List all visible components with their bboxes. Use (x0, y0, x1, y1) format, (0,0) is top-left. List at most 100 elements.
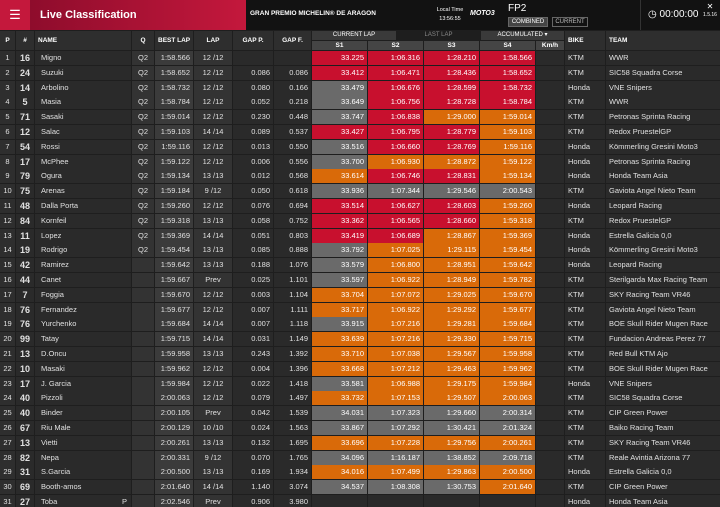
column-header-s1[interactable]: S1 (312, 41, 367, 50)
cell-bike: KTM (565, 435, 605, 450)
cell-gf: 1.539 (274, 406, 311, 421)
cell-team: VNE Snipers (606, 80, 720, 95)
column-header-gf[interactable]: GAP F. (274, 31, 311, 50)
cell-s4: 1:59.014 (480, 110, 535, 125)
cell-s2: 1:07.025 (368, 243, 423, 258)
cell-p: 6 (0, 125, 15, 139)
cell-name: D.Oncu (35, 347, 131, 361)
cell-s4: 1:59.642 (480, 258, 535, 273)
cell-spd (536, 376, 564, 391)
accumulated-tab[interactable]: ACCUMULATED ▾ (481, 31, 564, 40)
cell-bike: KTM (565, 273, 605, 287)
cell-s4: 1:59.116 (480, 139, 535, 154)
column-header-team[interactable]: TEAM (606, 31, 720, 50)
cell-best: 1:58.652 (155, 65, 193, 80)
cell-spd (536, 317, 564, 332)
cell-team: Honda Team Asia (606, 495, 720, 507)
cell-spd (536, 228, 564, 243)
cell-lap: 10 /10 (194, 421, 232, 435)
cell-gp: 0.230 (233, 110, 273, 125)
cell-s1: 33.867 (312, 421, 367, 435)
cell-s4: 1:59.984 (480, 376, 535, 391)
last-lap-tab[interactable]: LAST LAP (397, 31, 480, 40)
cell-name: Rodrigo (35, 243, 131, 258)
column-header-s2[interactable]: S2 (368, 41, 423, 50)
cell-q (132, 258, 154, 273)
cell-num: 40 (16, 391, 34, 406)
cell-gp: 0.042 (233, 406, 273, 421)
cell-best: 2:00.105 (155, 406, 193, 421)
rider-name: Toba (41, 497, 58, 506)
column-header-p[interactable]: P (0, 31, 15, 50)
cell-num: 82 (16, 450, 34, 465)
cell-s3: 1:28.831 (424, 169, 479, 184)
expand-icon: ✕ (706, 2, 714, 11)
combined-toggle[interactable]: COMBINED (508, 17, 548, 27)
cell-p: 21 (0, 347, 15, 361)
cell-gp: 0.025 (233, 273, 273, 287)
cell-s1: 33.747 (312, 110, 367, 125)
cell-gp (233, 51, 273, 65)
cell-bike: Honda (565, 495, 605, 507)
column-header-spd[interactable]: Km/h (536, 41, 564, 50)
cell-s4: 2:00.314 (480, 406, 535, 421)
cell-gp: 0.007 (233, 317, 273, 332)
cell-s4: 1:58.652 (480, 65, 535, 80)
cell-best: 1:59.122 (155, 154, 193, 169)
cell-s1: 33.668 (312, 361, 367, 376)
column-header-lap[interactable]: LAP (194, 31, 232, 50)
cell-q: Q2 (132, 110, 154, 125)
pit-flag: P (121, 497, 127, 506)
current-lap-tab[interactable]: CURRENT LAP (312, 31, 396, 40)
cell-p: 11 (0, 199, 15, 213)
cell-s2: 1:07.228 (368, 435, 423, 450)
cell-p: 24 (0, 391, 15, 406)
cell-spd (536, 302, 564, 317)
cell-num: 5 (16, 95, 34, 110)
cell-team: VNE Snipers (606, 376, 720, 391)
cell-s4: 1:59.122 (480, 154, 535, 169)
cell-p: 4 (0, 95, 15, 110)
cell-lap: Prev (194, 406, 232, 421)
cell-num: 24 (16, 65, 34, 80)
expand-button[interactable]: ✕ 1.5.16 (700, 0, 720, 30)
cell-best: 1:59.134 (155, 169, 193, 184)
cell-spd (536, 213, 564, 228)
column-header-bike[interactable]: BIKE (565, 31, 605, 50)
current-toggle[interactable]: CURRENT (552, 17, 588, 27)
column-header-best[interactable]: BEST LAP (155, 31, 193, 50)
column-header-name[interactable]: NAME (35, 31, 131, 50)
cell-bike: Honda (565, 80, 605, 95)
cell-team: Redox PruestelGP (606, 125, 720, 139)
cell-num: 99 (16, 332, 34, 347)
cell-bike: KTM (565, 184, 605, 199)
cell-bike: KTM (565, 302, 605, 317)
cell-p: 27 (0, 435, 15, 450)
cell-team: Petronas Sprinta Racing (606, 154, 720, 169)
cell-bike: Honda (565, 199, 605, 213)
cell-num: 54 (16, 139, 34, 154)
column-header-s3[interactable]: S3 (424, 41, 479, 50)
rider-name: Kornfeil (41, 215, 67, 225)
cell-s3: 1:29.281 (424, 317, 479, 332)
column-header-gp[interactable]: GAP P. (233, 31, 273, 50)
column-header-q[interactable]: Q (132, 31, 154, 50)
cell-lap: 12 /12 (194, 95, 232, 110)
cell-gf: 1.392 (274, 347, 311, 361)
menu-button[interactable]: ☰ (0, 0, 30, 30)
column-header-num[interactable]: # (16, 31, 34, 50)
cell-s3: 1:29.546 (424, 184, 479, 199)
cell-s3: 1:29.115 (424, 243, 479, 258)
cell-bike: Honda (565, 154, 605, 169)
cell-bike: Honda (565, 243, 605, 258)
cell-best: 1:59.958 (155, 347, 193, 361)
rider-name: S.Garcia (41, 467, 71, 477)
rider-name: Migno (41, 53, 62, 62)
cell-s2: 1:07.038 (368, 347, 423, 361)
cell-p: 7 (0, 139, 15, 154)
cell-s4 (480, 495, 535, 507)
cell-best: 1:59.670 (155, 287, 193, 302)
cell-team: WWR (606, 51, 720, 65)
column-header-s4[interactable]: S4 (480, 41, 535, 50)
cell-num: 17 (16, 376, 34, 391)
